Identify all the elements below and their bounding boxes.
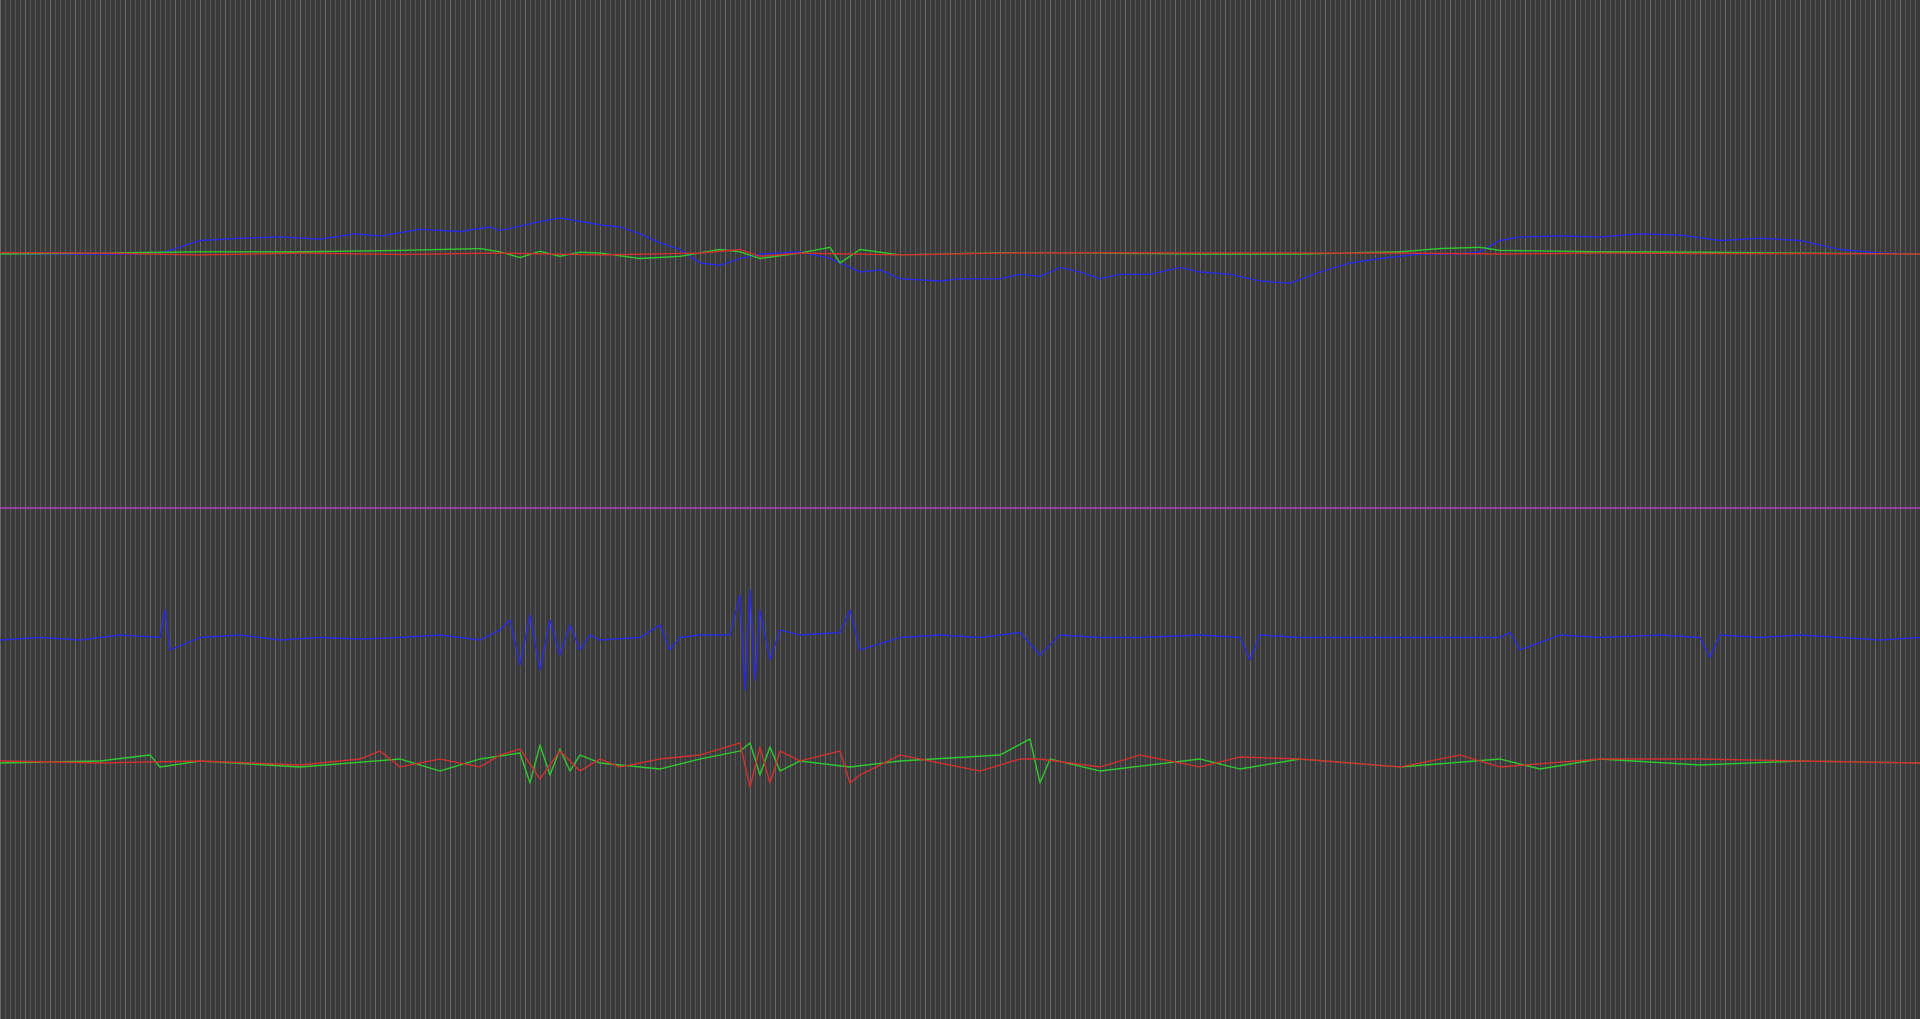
- lower-red-trace: [0, 742, 1920, 788]
- upper-red-trace: [0, 248, 1920, 257]
- upper-blue-trace: [0, 217, 1920, 284]
- middle-blue-trace: [0, 589, 1920, 691]
- signal-traces: [0, 217, 1920, 788]
- upper-green-trace: [0, 246, 1920, 264]
